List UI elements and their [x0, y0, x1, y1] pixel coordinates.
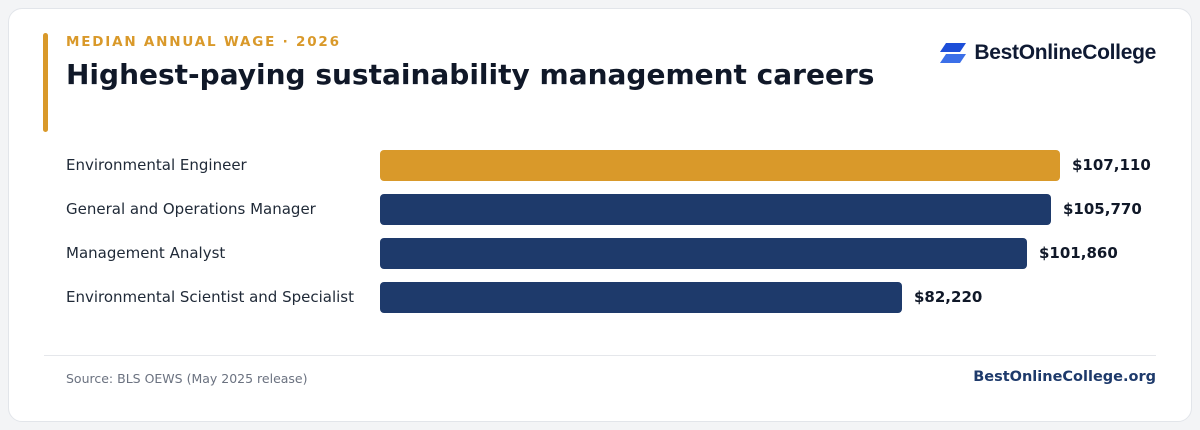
category-label: General and Operations Manager [66, 200, 316, 218]
source-note: Source: BLS OEWS (May 2025 release) [66, 371, 308, 386]
footer-site-link[interactable]: BestOnlineCollege.org [973, 369, 1156, 385]
bar-value-label: $107,110 [1072, 156, 1151, 174]
eyebrow-label: MEDIAN ANNUAL WAGE · 2026 [66, 34, 341, 50]
bar [380, 237, 1027, 269]
bar [380, 149, 1060, 181]
bar-value-label: $101,860 [1039, 244, 1118, 262]
accent-bar [43, 33, 48, 132]
bar-value-label: $82,220 [914, 288, 983, 306]
category-label: Environmental Engineer [66, 156, 247, 174]
bar [380, 193, 1051, 225]
brand-logo[interactable]: BestOnlineCollege [940, 40, 1156, 66]
footer-divider [44, 355, 1156, 356]
bar [380, 281, 902, 313]
category-label: Management Analyst [66, 244, 226, 262]
chevron-stripes-logo-icon [940, 43, 967, 63]
brand-name: BestOnlineCollege [974, 41, 1156, 64]
category-label: Environmental Scientist and Specialist [66, 288, 354, 306]
chart-title: Highest-paying sustainability management… [66, 58, 875, 91]
bar-value-label: $105,770 [1063, 200, 1142, 218]
